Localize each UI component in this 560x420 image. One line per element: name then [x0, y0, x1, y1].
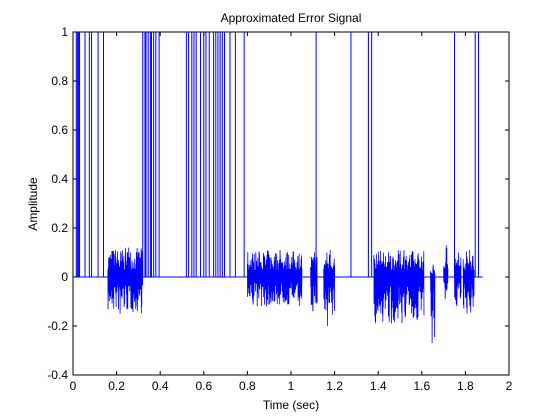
y-tick-label: 0.8 [51, 74, 68, 88]
y-axis-ticks: -0.4 -0.2 0 0.2 0.4 0.6 0.8 1 [47, 25, 509, 382]
y-tick-label: 0.6 [51, 123, 68, 137]
noise-burst [107, 247, 144, 314]
x-tick-label: 1.2 [326, 379, 343, 393]
x-tick-label: 1.6 [413, 379, 430, 393]
y-axis-label: Amplitude [26, 177, 40, 231]
noise-burst [462, 250, 475, 314]
y-tick-label: -0.2 [47, 319, 68, 333]
y-tick-label: 0.2 [51, 221, 68, 235]
noise-burst [430, 264, 436, 344]
x-tick-label: 1 [288, 379, 295, 393]
noise-burst [454, 252, 462, 307]
y-tick-label: -0.4 [47, 368, 68, 382]
x-tick-label: 0.6 [195, 379, 212, 393]
plot-layer [75, 32, 483, 344]
x-tick-label: 1.4 [370, 379, 387, 393]
x-tick-label: 1.8 [457, 379, 474, 393]
noise-burst [373, 250, 425, 324]
x-tick-label: 0.8 [239, 379, 256, 393]
x-tick-label: 0.2 [108, 379, 125, 393]
noise-burst [323, 250, 335, 327]
noise-burst [247, 250, 303, 307]
y-tick-label: 1 [61, 25, 68, 39]
x-axis-label: Time (sec) [263, 398, 319, 412]
chart-title: Approximated Error Signal [221, 11, 362, 25]
x-tick-label: 0.4 [152, 379, 169, 393]
x-tick-label: 0 [70, 379, 77, 393]
x-axis-ticks: 0 0.2 0.4 0.6 0.8 1 1.2 1.4 1.6 1.8 2 [70, 32, 513, 393]
noise-burst [310, 252, 318, 312]
plot-area [72, 31, 510, 376]
x-tick-label: 2 [506, 379, 513, 393]
noise-burst [443, 245, 449, 300]
y-tick-label: 0.4 [51, 172, 68, 186]
y-tick-label: 0 [61, 270, 68, 284]
